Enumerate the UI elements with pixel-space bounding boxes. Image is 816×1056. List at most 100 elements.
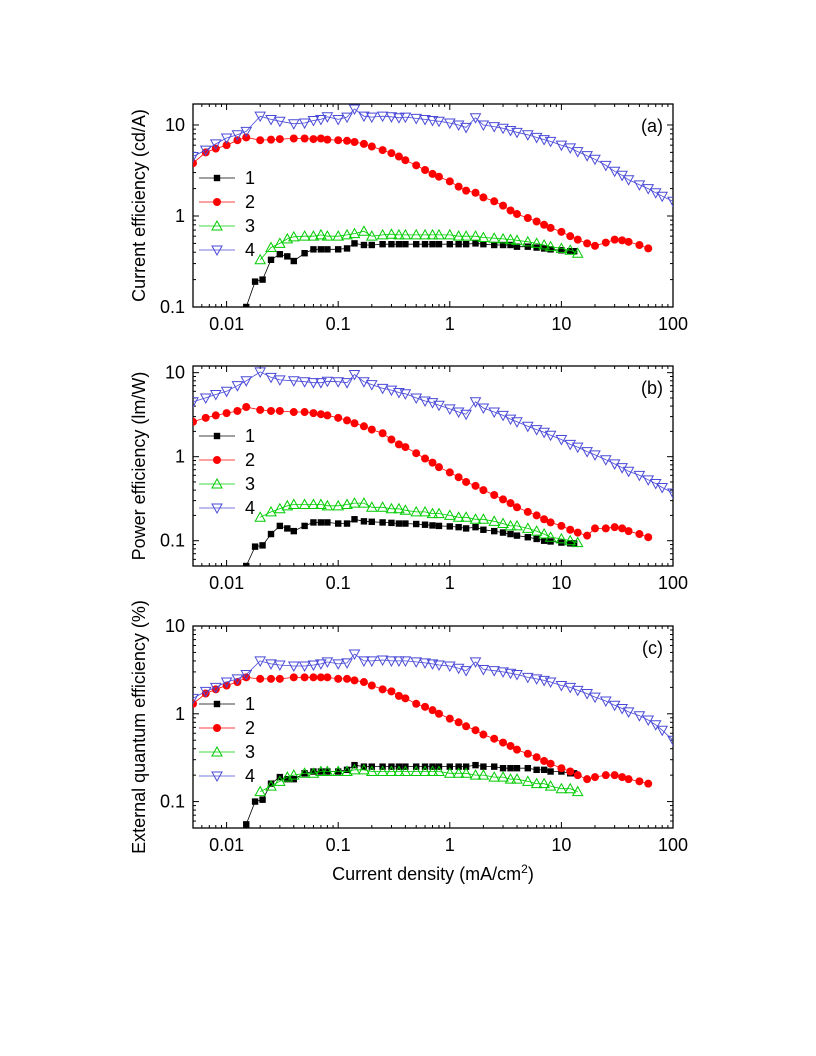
series-2 xyxy=(193,403,653,542)
data-point xyxy=(376,765,389,777)
chart-panel-1: 0.01 0.1 1 10 100 0.1 1 10 Current efficiency (c… xyxy=(129,103,688,334)
data-point xyxy=(321,499,334,511)
data-point xyxy=(365,656,378,667)
data-point xyxy=(521,775,534,786)
data-point xyxy=(460,511,472,522)
data-point xyxy=(524,764,532,772)
data-point xyxy=(199,393,212,404)
data-point xyxy=(201,413,210,422)
data-point xyxy=(315,228,327,240)
data-point xyxy=(564,534,577,546)
data-point xyxy=(254,253,267,265)
legend-marker xyxy=(211,503,223,515)
data-point xyxy=(287,119,300,130)
data-point xyxy=(488,232,501,243)
data-point xyxy=(323,135,332,144)
data-point xyxy=(504,414,517,426)
series-line xyxy=(193,108,673,202)
data-point xyxy=(379,240,386,248)
data-point xyxy=(599,160,612,172)
y-tick-label: 1 xyxy=(175,704,185,724)
data-point xyxy=(512,503,521,512)
data-point xyxy=(281,232,294,244)
data-point xyxy=(428,458,437,467)
data-point xyxy=(555,681,568,692)
data-point xyxy=(480,763,487,770)
data-point xyxy=(290,527,297,535)
x-tick-label: 1 xyxy=(445,835,455,855)
data-point xyxy=(350,138,359,147)
data-point xyxy=(573,235,582,244)
data-point xyxy=(618,236,627,245)
data-point xyxy=(428,706,437,715)
data-point xyxy=(341,498,353,509)
data-point xyxy=(287,661,300,673)
data-point xyxy=(379,519,386,526)
data-point xyxy=(540,245,548,252)
data-point xyxy=(571,147,584,158)
data-point xyxy=(376,501,389,512)
data-point xyxy=(324,519,331,526)
x-tick-label: 0.01 xyxy=(209,314,244,334)
data-point xyxy=(624,775,633,784)
data-point xyxy=(401,156,410,165)
data-point xyxy=(387,435,396,444)
data-point xyxy=(499,241,507,249)
data-point xyxy=(471,481,480,490)
data-point xyxy=(511,773,523,784)
data-point xyxy=(544,780,557,791)
data-point xyxy=(367,425,376,434)
data-point xyxy=(289,408,298,417)
data-point xyxy=(622,466,635,478)
data-point xyxy=(343,136,352,145)
data-point xyxy=(555,782,568,794)
data-point xyxy=(618,773,627,782)
data-point xyxy=(350,676,359,685)
y-tick-label: 10 xyxy=(165,616,185,636)
data-point xyxy=(298,118,311,130)
data-point xyxy=(497,517,509,529)
data-point xyxy=(300,673,309,682)
data-point xyxy=(323,673,332,682)
data-point xyxy=(445,714,454,723)
legend-marker xyxy=(211,771,223,783)
data-point xyxy=(567,540,574,547)
data-point xyxy=(273,660,286,671)
data-point xyxy=(419,228,431,240)
data-point xyxy=(488,666,501,677)
data-point xyxy=(343,416,352,425)
data-point xyxy=(267,674,276,683)
data-point xyxy=(477,403,490,414)
data-point xyxy=(276,522,284,530)
data-point xyxy=(538,238,550,250)
data-point xyxy=(471,188,480,197)
data-point xyxy=(567,248,574,255)
data-point xyxy=(317,519,325,526)
data-point xyxy=(421,702,430,711)
data-point xyxy=(211,411,220,420)
data-area xyxy=(193,649,673,828)
series-line xyxy=(245,764,575,825)
data-point xyxy=(667,196,673,208)
data-point xyxy=(557,521,566,530)
data-point xyxy=(315,378,327,389)
data-point xyxy=(426,115,439,127)
x-tick-label: 10 xyxy=(551,835,571,855)
legend-label: 2 xyxy=(245,718,255,738)
data-point xyxy=(530,132,543,144)
data-point xyxy=(555,140,568,152)
data-point xyxy=(287,230,300,242)
data-point xyxy=(412,161,421,170)
data-point xyxy=(399,504,412,515)
y-axis-title: Current efficiency (cd/A) xyxy=(129,109,149,302)
y-axis-title: External quantum efficiency (%) xyxy=(129,600,149,854)
data-point xyxy=(201,689,210,698)
data-point xyxy=(433,228,445,240)
data-point xyxy=(421,166,430,175)
legend-marker xyxy=(211,477,223,489)
data-point xyxy=(321,376,334,388)
data-point xyxy=(310,519,317,526)
legend-label: 1 xyxy=(245,168,255,188)
series-line xyxy=(259,230,578,261)
data-point xyxy=(385,112,398,123)
